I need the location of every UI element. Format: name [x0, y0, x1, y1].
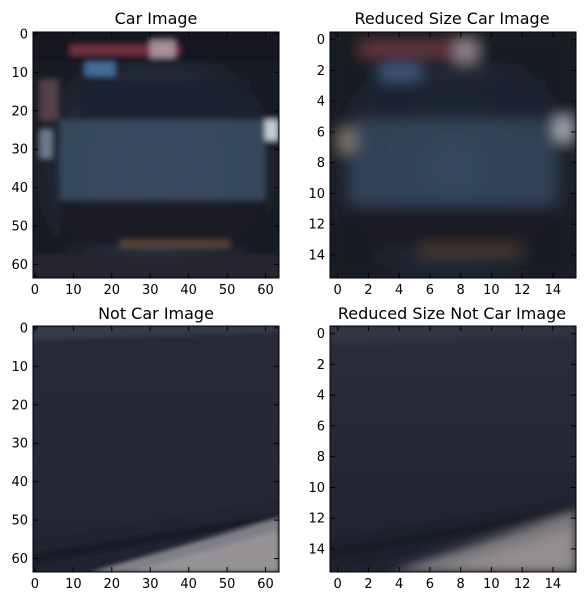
panel-title: Reduced Size Car Image	[354, 9, 549, 28]
y-tick-label: 0	[317, 33, 325, 48]
y-tick-label: 20	[11, 104, 28, 119]
x-tick-label: 10	[483, 283, 500, 298]
panel-car: Car Image 0 10 20 30 40 50 60 0 10 20 30 40 50 60	[11, 9, 280, 298]
notcar-reduced-image	[330, 326, 576, 572]
x-tick-label: 30	[142, 283, 159, 298]
y-tick-label: 0	[20, 321, 28, 336]
panel-notcar: Not Car Image 0 10 20 30 40 50 60 0 10 20 30 40 50 6…	[11, 304, 280, 592]
x-tick-label: 12	[514, 577, 531, 592]
x-tick-label: 8	[457, 577, 465, 592]
y-tick-label: 50	[11, 220, 28, 235]
x-tick-label: 2	[364, 577, 372, 592]
x-tick-label: 10	[65, 283, 82, 298]
x-tick-label: 0	[334, 577, 342, 592]
x-tick-label: 6	[426, 283, 434, 298]
y-tick-label: 4	[317, 389, 325, 404]
y-tick-label: 30	[11, 437, 28, 452]
axes-frame	[32, 31, 280, 279]
x-tick-label: 6	[426, 577, 434, 592]
x-tick-label: 20	[104, 283, 121, 298]
x-tick-label: 10	[65, 577, 82, 592]
x-tick-label: 0	[31, 577, 39, 592]
panel-title: Car Image	[115, 9, 198, 28]
y-tick-label: 10	[308, 481, 325, 496]
x-tick-label: 60	[257, 577, 274, 592]
x-tick-label: 2	[364, 283, 372, 298]
panel-title: Reduced Size Not Car Image	[338, 304, 566, 323]
y-tick-label: 14	[308, 248, 325, 263]
y-ticks: 0 10 20 30 40 50 60	[11, 27, 279, 273]
x-tick-label: 12	[514, 283, 531, 298]
x-tick-label: 0	[31, 283, 39, 298]
x-ticks: 0 2 4 6 8 10 12 14	[334, 32, 562, 298]
x-tick-label: 60	[257, 283, 274, 298]
car-image	[33, 32, 279, 278]
x-ticks: 0 10 20 30 40 50 60	[31, 32, 274, 298]
y-tick-label: 4	[317, 95, 325, 110]
y-tick-label: 12	[308, 218, 325, 233]
y-tick-label: 10	[11, 66, 28, 81]
x-tick-label: 20	[104, 577, 121, 592]
y-tick-label: 10	[308, 187, 325, 202]
y-tick-label: 0	[20, 27, 28, 42]
x-tick-label: 30	[142, 577, 159, 592]
x-tick-label: 50	[219, 577, 236, 592]
y-ticks: 0 2 4 6 8 10 12 14	[308, 327, 576, 557]
x-ticks: 0 10 20 30 40 50 60	[31, 326, 274, 592]
x-tick-label: 8	[457, 283, 465, 298]
axes-frame	[329, 31, 577, 279]
y-tick-label: 0	[317, 327, 325, 342]
x-tick-label: 4	[395, 577, 403, 592]
y-tick-label: 14	[308, 542, 325, 557]
y-tick-label: 8	[317, 450, 325, 465]
notcar-image	[33, 326, 279, 572]
x-tick-label: 14	[545, 577, 562, 592]
y-tick-label: 40	[11, 475, 28, 490]
x-tick-label: 4	[395, 283, 403, 298]
x-tick-label: 0	[334, 283, 342, 298]
y-ticks: 0 2 4 6 8 10 12 14	[308, 33, 576, 263]
y-tick-label: 2	[317, 64, 325, 79]
y-tick-label: 10	[11, 360, 28, 375]
panel-notcar-reduced: Reduced Size Not Car Image 0 2 4 6 8 10 12 14 0…	[308, 304, 577, 592]
y-tick-label: 8	[317, 156, 325, 171]
x-tick-label: 14	[545, 283, 562, 298]
y-tick-label: 12	[308, 512, 325, 527]
y-tick-label: 60	[11, 552, 28, 567]
y-tick-label: 20	[11, 398, 28, 413]
x-tick-label: 10	[483, 577, 500, 592]
x-ticks: 0 2 4 6 8 10 12 14	[334, 326, 562, 592]
y-tick-label: 2	[317, 358, 325, 373]
y-tick-label: 6	[317, 125, 325, 140]
car-reduced-image	[330, 32, 576, 278]
x-tick-label: 40	[180, 283, 197, 298]
y-tick-label: 40	[11, 181, 28, 196]
panel-title: Not Car Image	[98, 304, 214, 323]
axes-frame	[329, 325, 577, 573]
y-tick-label: 60	[11, 258, 28, 273]
y-tick-label: 6	[317, 419, 325, 434]
panel-car-reduced: Reduced Size Car Image 0 2 4 6 8 10 12 14 0 2 4 6 8…	[308, 9, 577, 298]
x-tick-label: 40	[180, 577, 197, 592]
y-ticks: 0 10 20 30 40 50 60	[11, 321, 279, 567]
y-tick-label: 30	[11, 143, 28, 158]
axes-frame	[32, 325, 280, 573]
y-tick-label: 50	[11, 514, 28, 529]
x-tick-label: 50	[219, 283, 236, 298]
